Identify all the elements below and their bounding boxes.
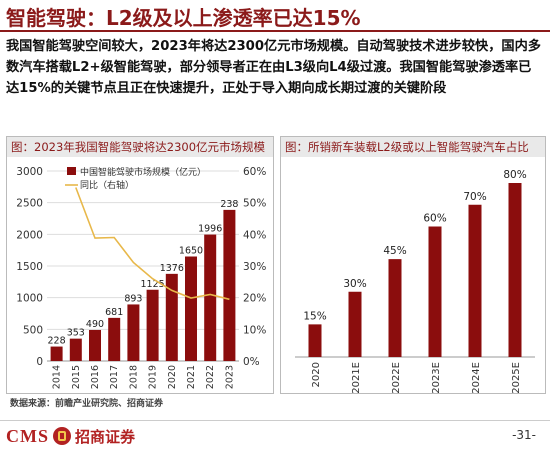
x-tick-label: 2020	[167, 365, 178, 389]
x-tick-label: 2023	[224, 365, 235, 389]
market-size-bar	[185, 256, 197, 361]
market-size-bar	[69, 338, 82, 361]
x-tick-label: 2016	[90, 365, 101, 389]
y-left-tick-label: 1500	[16, 261, 43, 273]
x-tick-label: 2019	[148, 365, 159, 389]
x-tick-label: 2017	[109, 365, 120, 389]
l2-share-bar	[428, 226, 442, 357]
x-tick-label: 2021E	[351, 362, 362, 393]
summary-paragraph: 我国智能驾驶空间较大，2023年将达2300亿元市场规模。自动驾驶技术进步较快，…	[6, 36, 544, 99]
market-size-bar	[89, 329, 101, 361]
x-tick-label: 2020	[311, 362, 322, 387]
y-left-tick-label: 1000	[16, 293, 43, 305]
market-size-bar	[108, 317, 121, 361]
l2-share-bar	[308, 324, 322, 357]
y-right-tick-label: 40%	[243, 229, 266, 241]
market-size-data-label: 893	[124, 293, 142, 304]
l2-share-chart: 15% 2020 30% 2021E 45% 2022E 60% 2023E 70% 2024E 8…	[295, 169, 535, 393]
legend-bar-label: 中国智能驾驶市场规模（亿元）	[80, 166, 206, 178]
market-size-chart-panel: 图：2023年我国智能驾驶将达2300亿元市场规模 0 500 1000 1500 20…	[6, 136, 274, 394]
footer-divider	[0, 420, 550, 421]
y-right-tick-label: 60%	[243, 166, 266, 178]
l2-share-data-label: 70%	[463, 191, 486, 203]
logo-badge-icon	[53, 427, 71, 445]
l2-share-bar	[388, 259, 402, 357]
logo-company-name: 招商证券	[75, 427, 136, 446]
market-size-data-label: 1996	[198, 224, 222, 235]
page-title: 智能驾驶：L2级及以上渗透率已达15%	[6, 6, 361, 30]
y-right-tick-label: 10%	[243, 324, 266, 336]
y-left-tick-label: 3000	[16, 166, 43, 178]
l2-share-chart-panel: 图：所销新车装载L2级或以上智能驾驶汽车占比 15% 2020 30% 2021E 45…	[280, 136, 546, 394]
y-right-tick-label: 50%	[243, 198, 266, 210]
market-size-data-label: 1650	[179, 246, 203, 257]
market-size-data-label: 238	[220, 199, 238, 210]
x-tick-label: 2025E	[511, 362, 522, 393]
l2-share-bar	[508, 183, 522, 357]
x-tick-label: 2022E	[391, 362, 402, 393]
market-size-data-label: 490	[86, 319, 104, 330]
cms-logo: CMS 招商证券	[6, 425, 135, 447]
y-right-tick-label: 0%	[243, 356, 260, 368]
market-size-bar	[223, 209, 236, 361]
x-tick-label: 2023E	[431, 362, 442, 393]
l2-share-bar	[468, 204, 482, 357]
title-underline	[0, 30, 550, 32]
market-size-chart: 0 500 1000 1500 2000 2500 3000 0% 10% 20% 30% 40% 50…	[16, 166, 266, 389]
x-tick-label: 2021	[186, 365, 197, 389]
l2-share-chart-title: 图：所销新车装载L2级或以上智能驾驶汽车占比	[281, 137, 545, 157]
x-tick-label: 2018	[128, 365, 139, 389]
x-tick-label: 2024E	[471, 362, 482, 393]
market-size-bar	[146, 289, 159, 361]
l2-share-data-label: 30%	[343, 278, 366, 290]
x-tick-label: 2015	[71, 365, 82, 389]
market-size-bar	[204, 234, 217, 361]
y-right-tick-label: 30%	[243, 261, 266, 273]
l2-share-bar	[348, 291, 362, 357]
title-bar: 智能驾驶：L2级及以上渗透率已达15%	[0, 0, 550, 34]
y-right-tick-label: 20%	[243, 293, 266, 305]
l2-share-data-label: 15%	[303, 310, 326, 322]
market-size-bar	[50, 346, 63, 361]
data-source: 数据来源：前瞻产业研究院、招商证券	[10, 399, 164, 409]
market-size-bar	[127, 304, 140, 361]
market-size-chart-title: 图：2023年我国智能驾驶将达2300亿元市场规模	[7, 137, 273, 157]
legend-line-label: 同比（右轴）	[80, 179, 134, 191]
x-tick-label: 2014	[52, 365, 63, 389]
market-size-data-label: 353	[67, 328, 85, 339]
page-number: -31-	[512, 428, 536, 442]
l2-share-data-label: 45%	[383, 245, 406, 257]
y-left-tick-label: 2000	[16, 229, 43, 241]
market-size-data-label: 228	[48, 336, 66, 347]
l2-share-data-label: 60%	[423, 213, 446, 225]
market-size-data-label: 1125	[141, 279, 165, 290]
x-tick-label: 2022	[205, 365, 216, 389]
market-size-data-label: 1376	[160, 263, 184, 274]
l2-share-data-label: 80%	[503, 169, 526, 181]
summary-text: 我国智能驾驶空间较大，2023年将达2300亿元市场规模。自动驾驶技术进步较快，…	[6, 39, 541, 96]
market-size-data-label: 681	[105, 307, 123, 318]
y-left-tick-label: 2500	[16, 198, 43, 210]
y-left-tick-label: 500	[23, 324, 43, 336]
y-left-tick-label: 0	[36, 356, 43, 368]
legend-bar-swatch	[67, 167, 76, 175]
logo-text: CMS	[6, 425, 49, 446]
growth-rate-line	[75, 187, 230, 301]
market-size-bar	[165, 273, 178, 361]
